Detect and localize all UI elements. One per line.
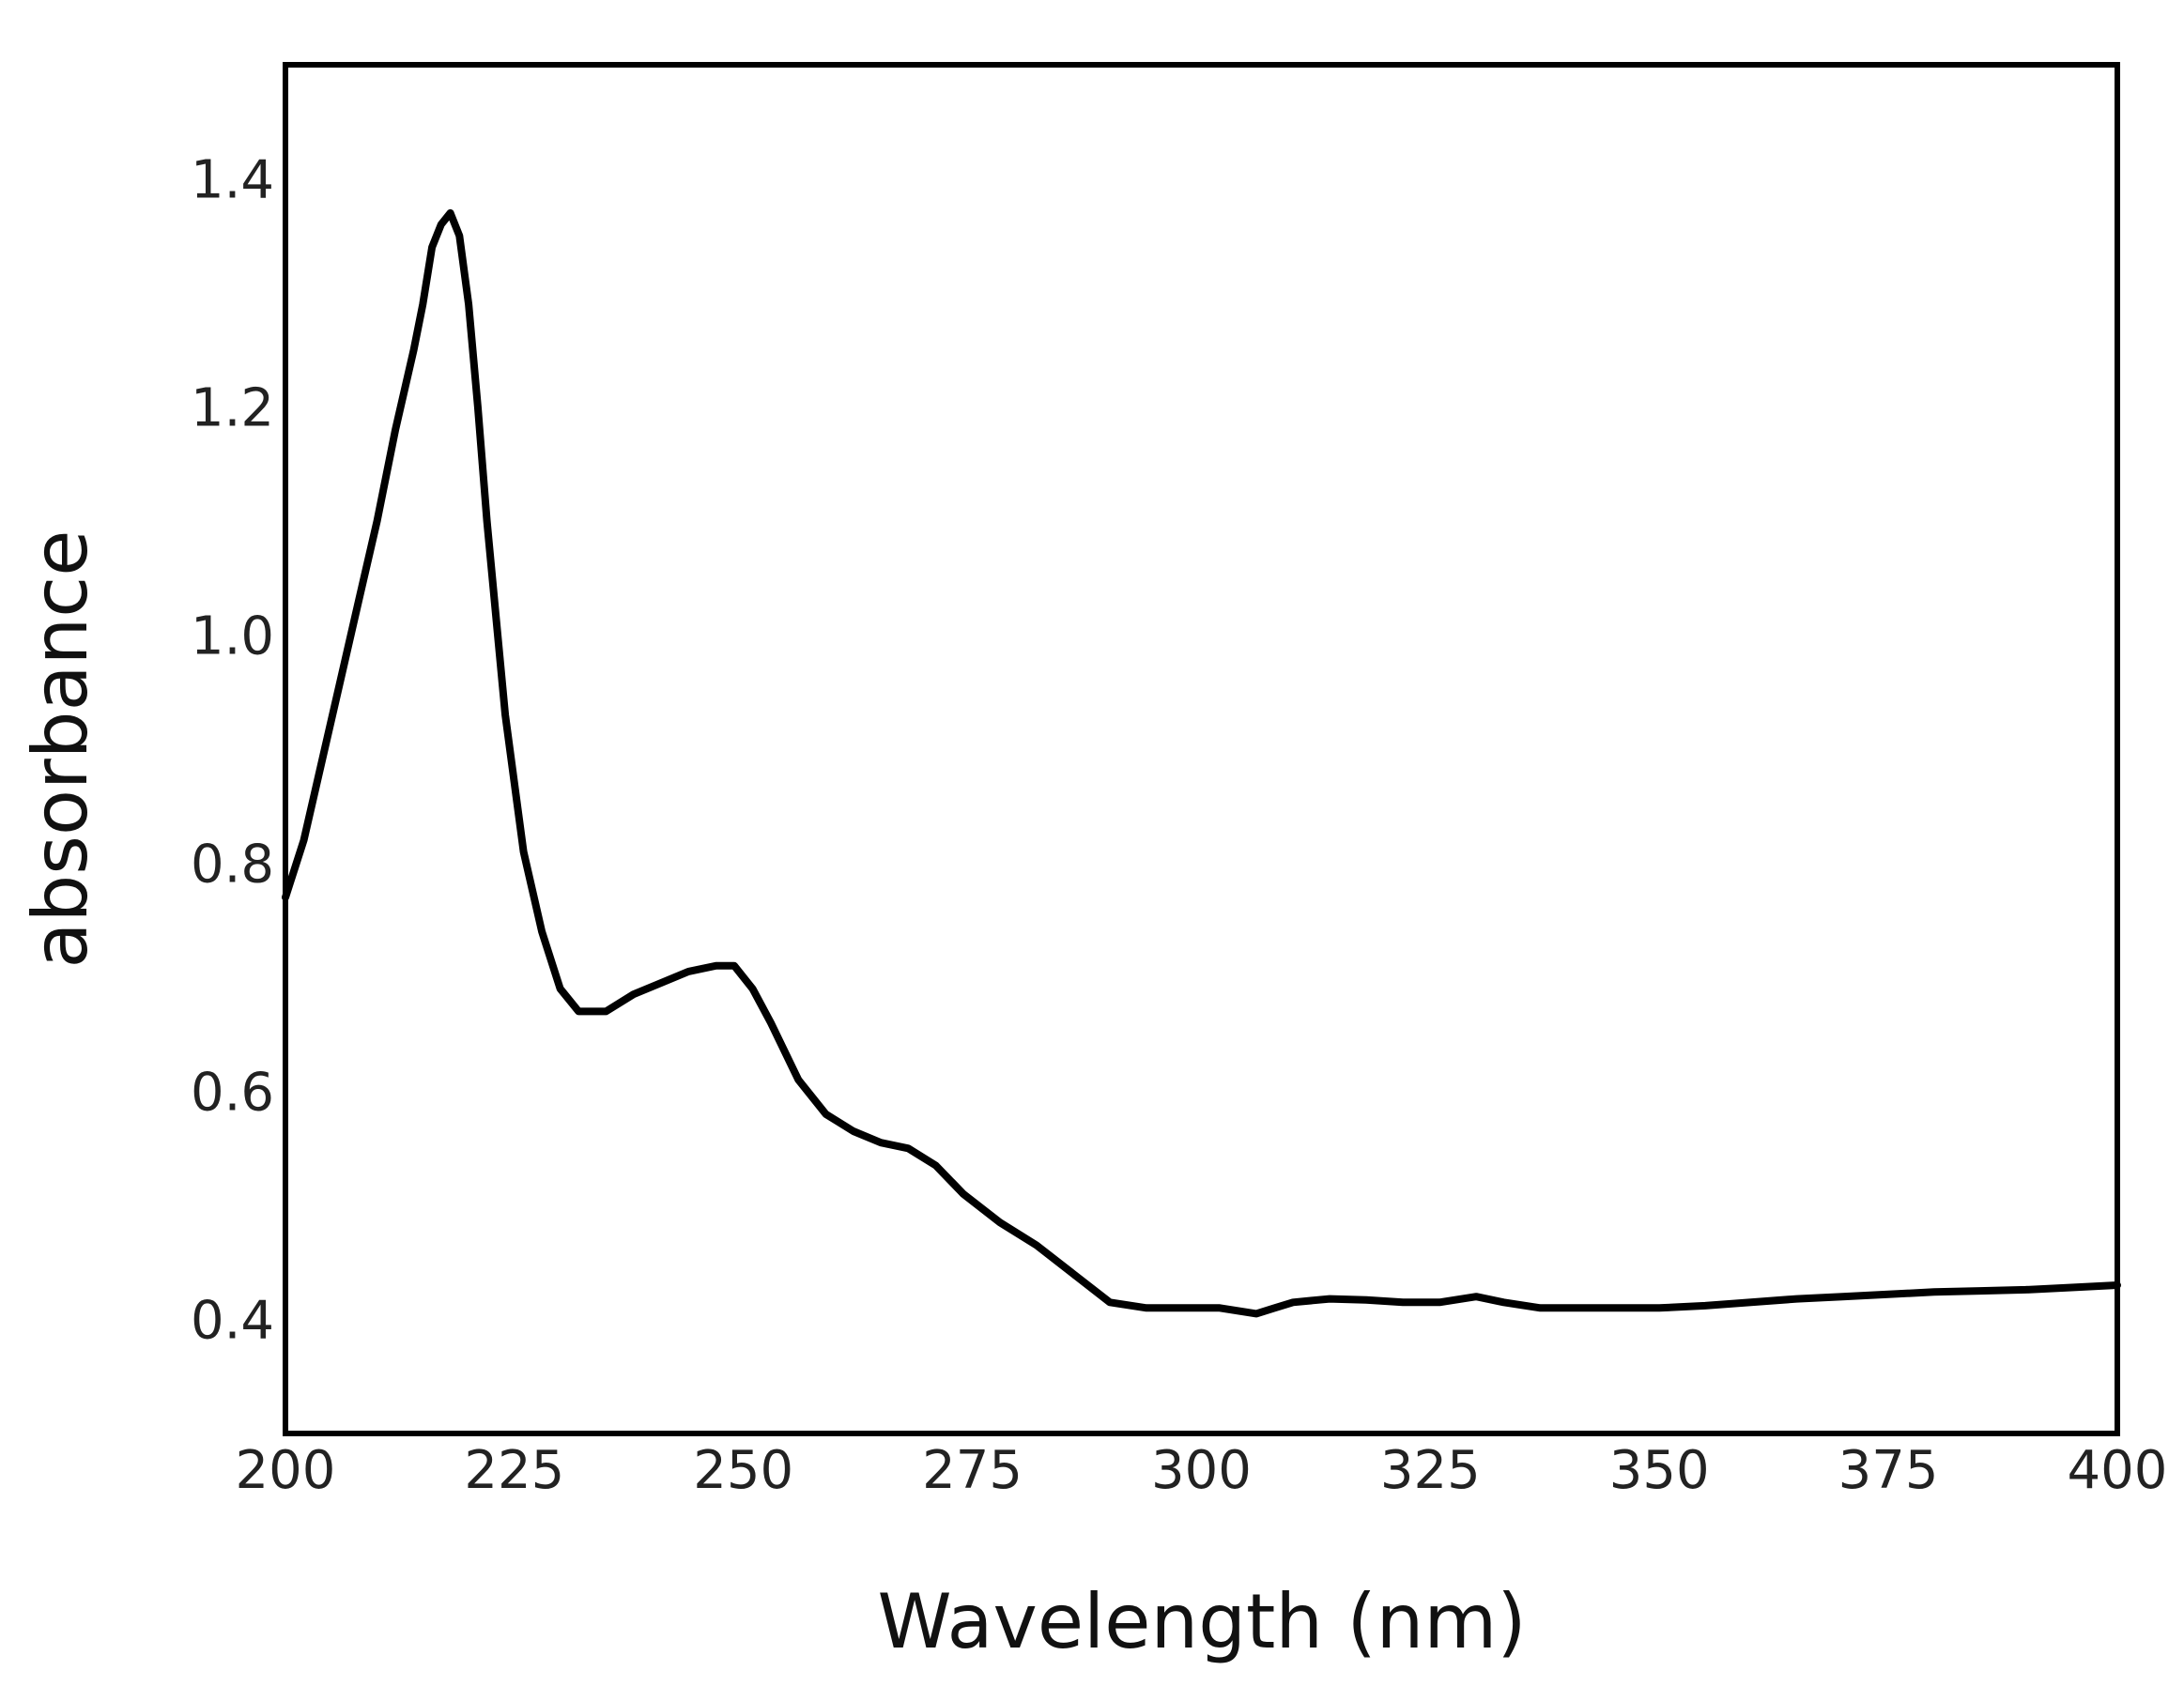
absorbance-line <box>282 208 2121 1318</box>
x-tick-label: 250 <box>693 1440 793 1501</box>
x-tick-labels: 200 225 250 275 300 325 350 375 400 <box>236 1440 2168 1501</box>
x-tick-label: 350 <box>1609 1440 1710 1501</box>
y-tick-label: 0.8 <box>191 835 274 896</box>
y-tick-label: 0.6 <box>191 1063 274 1124</box>
x-tick-label: 275 <box>922 1440 1023 1501</box>
y-tick-labels: 0.4 0.6 0.8 1.0 1.2 1.4 <box>191 150 274 1352</box>
y-tick-label: 1.0 <box>191 606 274 667</box>
x-tick-label: 200 <box>236 1440 336 1501</box>
x-tick-label: 400 <box>2068 1440 2168 1501</box>
x-tick-label: 300 <box>1151 1440 1252 1501</box>
x-tick-label: 225 <box>464 1440 564 1501</box>
y-tick-label: 1.4 <box>191 150 274 211</box>
x-tick-label: 375 <box>1838 1440 1939 1501</box>
y-tick-label: 1.2 <box>191 378 274 439</box>
y-axis-title: absorbance <box>17 529 104 968</box>
y-tick-label: 0.4 <box>191 1291 274 1352</box>
plot-frame <box>283 62 2120 1436</box>
x-tick-label: 325 <box>1380 1440 1481 1501</box>
x-axis-title: Wavelength (nm) <box>877 1578 1526 1665</box>
